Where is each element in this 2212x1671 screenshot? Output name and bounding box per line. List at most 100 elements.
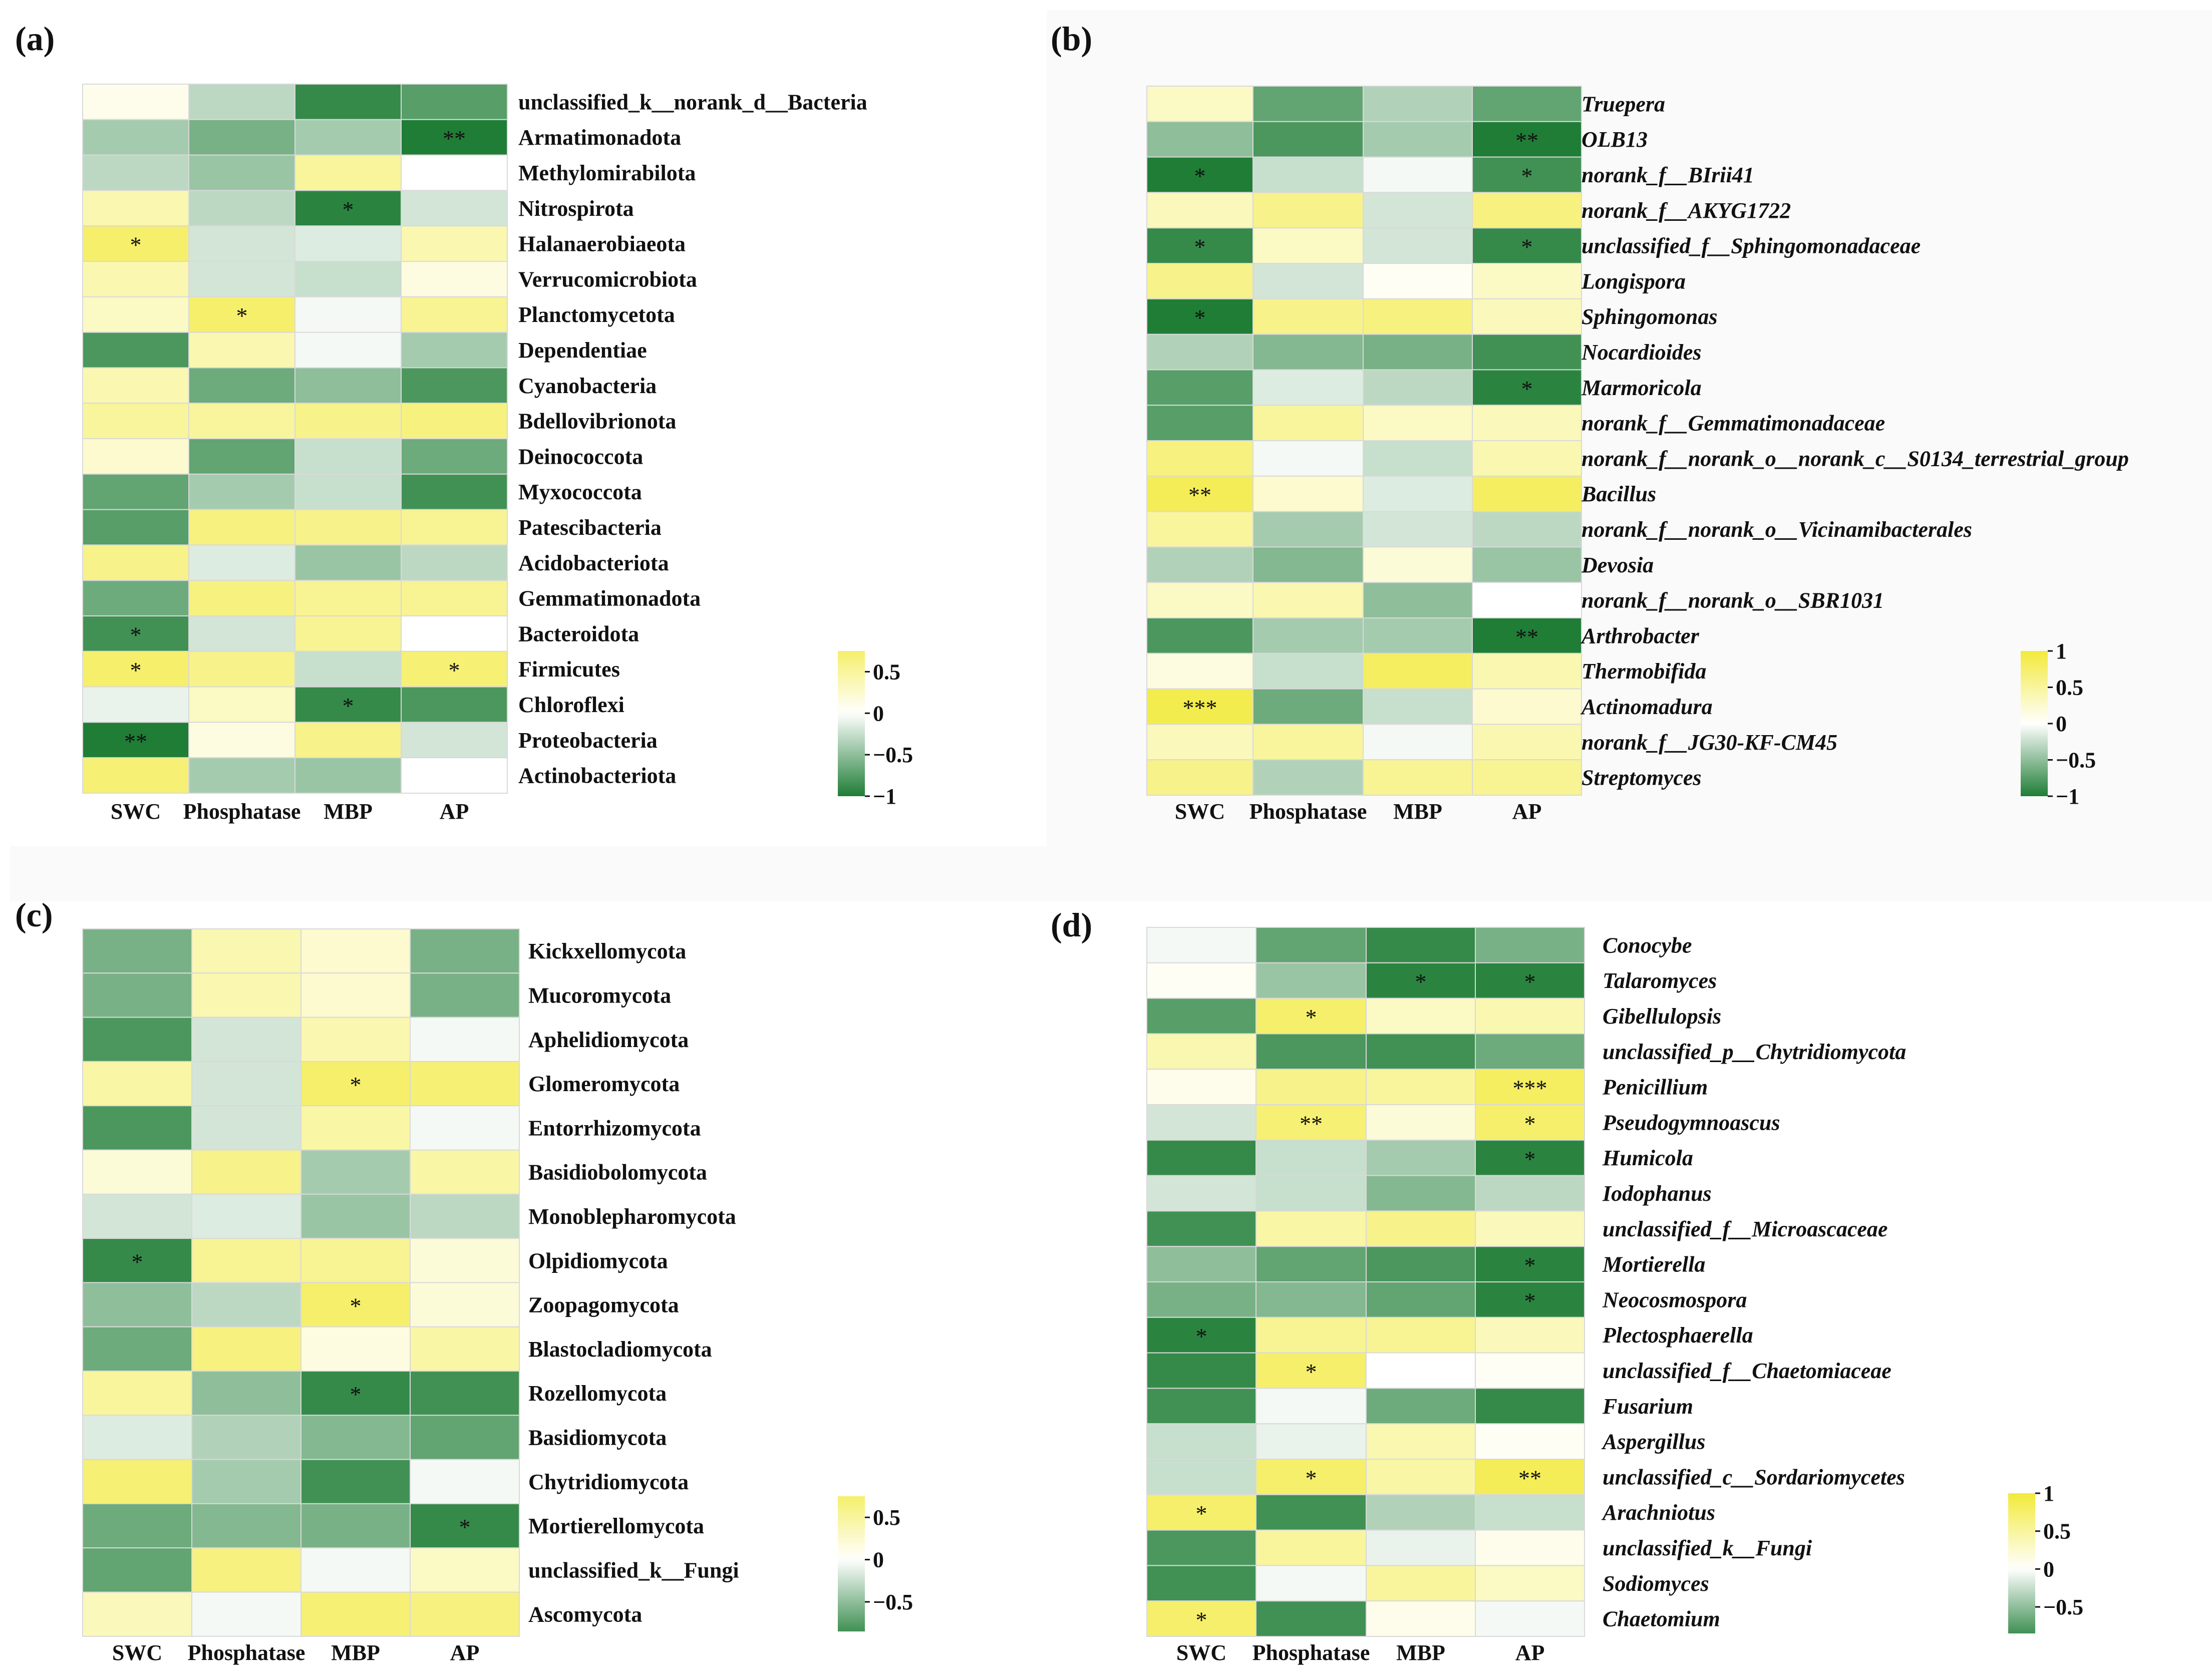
heatmap-cell-b	[1252, 369, 1364, 406]
heatmap-cell-c	[191, 1238, 301, 1283]
colorbar-tick-label-b: −1	[2056, 784, 2079, 809]
heatmap-cell-d	[1475, 1352, 1585, 1389]
heatmap-cell-a	[294, 473, 402, 510]
heatmap-cell-d	[1366, 1104, 1476, 1141]
heatmap-cell-b	[1363, 688, 1473, 725]
row-label-c: Mortierellomycota	[528, 1514, 704, 1538]
row-label-d: Sodiomyces	[1603, 1571, 1709, 1596]
heatmap-cell-a	[188, 261, 295, 297]
heatmap-cell-c	[82, 1105, 192, 1151]
heatmap-cell-c	[191, 1547, 301, 1593]
heatmap-cell-c	[191, 1017, 301, 1062]
heatmap-cell-a	[188, 119, 295, 156]
heatmap-cell-a	[188, 544, 295, 581]
heatmap-panel-d: (d)Conocybe* * Talaromyces* Gibellulopsisun…	[1051, 906, 2083, 1665]
significance-mark-a: *	[236, 303, 248, 328]
heatmap-cell-b	[1472, 369, 1582, 406]
heatmap-cell-c	[300, 928, 411, 974]
heatmap-cell-c	[191, 1149, 301, 1195]
heatmap-cell-b	[1363, 369, 1473, 406]
colorbar-tick-label-b: 0.5	[2056, 676, 2083, 700]
column-label-c: AP	[450, 1640, 480, 1665]
row-label-c: Chytridiomycota	[528, 1470, 689, 1494]
heatmap-cell-a	[401, 261, 508, 297]
heatmap-cell-a	[82, 367, 189, 404]
row-label-b: norank_f__norank_o__SBR1031	[1582, 588, 1884, 613]
heatmap-cell-a	[188, 331, 295, 369]
heatmap-cell-b	[1252, 617, 1364, 654]
heatmap-cell-d	[1475, 1139, 1585, 1176]
heatmap-cell-d	[1475, 1459, 1585, 1495]
row-label-d: Iodophanus	[1602, 1181, 1712, 1206]
heatmap-cell-c	[82, 1238, 192, 1283]
column-label-b: AP	[1512, 799, 1542, 824]
heatmap-cell-d	[1366, 1033, 1476, 1070]
heatmap-cell-d	[1366, 1529, 1476, 1566]
significance-mark-b: *	[1521, 163, 1533, 189]
heatmap-cell-c	[300, 1415, 411, 1460]
heatmap-cell-d	[1366, 1388, 1476, 1425]
heatmap-cell-b	[1363, 156, 1473, 193]
heatmap-cell-a	[401, 331, 508, 369]
heatmap-cell-a	[188, 225, 295, 262]
heatmap-cell-a	[401, 544, 508, 581]
heatmap-cell-a	[294, 438, 402, 475]
heatmap-cell-d	[1366, 1565, 1476, 1602]
heatmap-cell-c	[300, 1105, 411, 1151]
heatmap-cell-d	[1475, 1565, 1585, 1602]
heatmap-cell-d	[1255, 1352, 1367, 1389]
heatmap-cell-d	[1366, 1175, 1476, 1212]
heatmap-cell-a	[401, 580, 508, 616]
row-label-c: Blastocladiomycota	[528, 1337, 712, 1362]
heatmap-cell-b	[1472, 121, 1582, 158]
heatmap-cell-c	[410, 1149, 520, 1195]
colorbar-b	[2021, 651, 2048, 796]
row-label-d: Gibellulopsis	[1603, 1004, 1721, 1029]
colorbar-tick-label-a: 0.5	[873, 659, 900, 684]
row-label-b: Nocardioides	[1581, 340, 1702, 365]
heatmap-cell-c	[300, 1149, 411, 1195]
significance-mark-d: *	[1524, 1111, 1536, 1136]
heatmap-cell-d	[1255, 1033, 1367, 1070]
row-label-a: Methylomirabilota	[518, 161, 696, 185]
colorbar-tick-label-a: −1	[873, 784, 896, 809]
heatmap-cell-c	[410, 1061, 520, 1107]
significance-mark-d: *	[1306, 1359, 1317, 1385]
heatmap-cell-d	[1475, 1210, 1585, 1247]
row-label-c: Mucoromycota	[528, 983, 671, 1008]
row-label-b: Arthrobacter	[1580, 623, 1700, 648]
heatmap-cell-d	[1475, 1494, 1585, 1531]
heatmap-cell-c	[300, 1591, 411, 1637]
row-label-a: Verrucomicrobiota	[518, 267, 697, 291]
heatmap-cell-a	[401, 84, 508, 120]
heatmap-cell-a	[82, 296, 189, 333]
heatmap-cell-b	[1252, 86, 1364, 122]
heatmap-cell-d	[1146, 1388, 1256, 1425]
row-label-a: Gemmatimonadota	[518, 586, 701, 611]
heatmap-cell-b	[1252, 724, 1364, 761]
heatmap-cell-c	[191, 1282, 301, 1327]
heatmap-cell-d	[1475, 1069, 1585, 1105]
significance-mark-a: **	[443, 126, 466, 151]
heatmap-cell-d	[1366, 1139, 1476, 1176]
row-label-d: Chaetomium	[1603, 1607, 1720, 1631]
heatmap-cell-b	[1363, 121, 1473, 158]
heatmap-cell-c	[300, 1282, 411, 1327]
heatmap-cell-d	[1255, 1175, 1367, 1212]
significance-mark-a: *	[130, 622, 142, 647]
heatmap-cell-d	[1146, 1246, 1256, 1282]
heatmap-cell-d	[1255, 962, 1367, 999]
heatmap-cell-b	[1363, 298, 1473, 335]
significance-mark-d: **	[1518, 1465, 1541, 1491]
heatmap-cell-d	[1255, 1210, 1367, 1247]
row-label-d: Plectosphaerella	[1602, 1323, 1753, 1348]
significance-mark-d: *	[1524, 1253, 1536, 1278]
column-label-a: AP	[440, 799, 469, 824]
heatmap-cell-d	[1366, 1600, 1476, 1637]
significance-mark-d: *	[1524, 969, 1536, 994]
heatmap-cell-a	[401, 650, 508, 688]
heatmap-cell-b	[1146, 405, 1253, 442]
row-label-d: unclassified_c__Sordariomycetes	[1603, 1465, 1905, 1489]
heatmap-cell-b	[1252, 192, 1364, 229]
row-label-b: OLB13	[1582, 127, 1648, 152]
